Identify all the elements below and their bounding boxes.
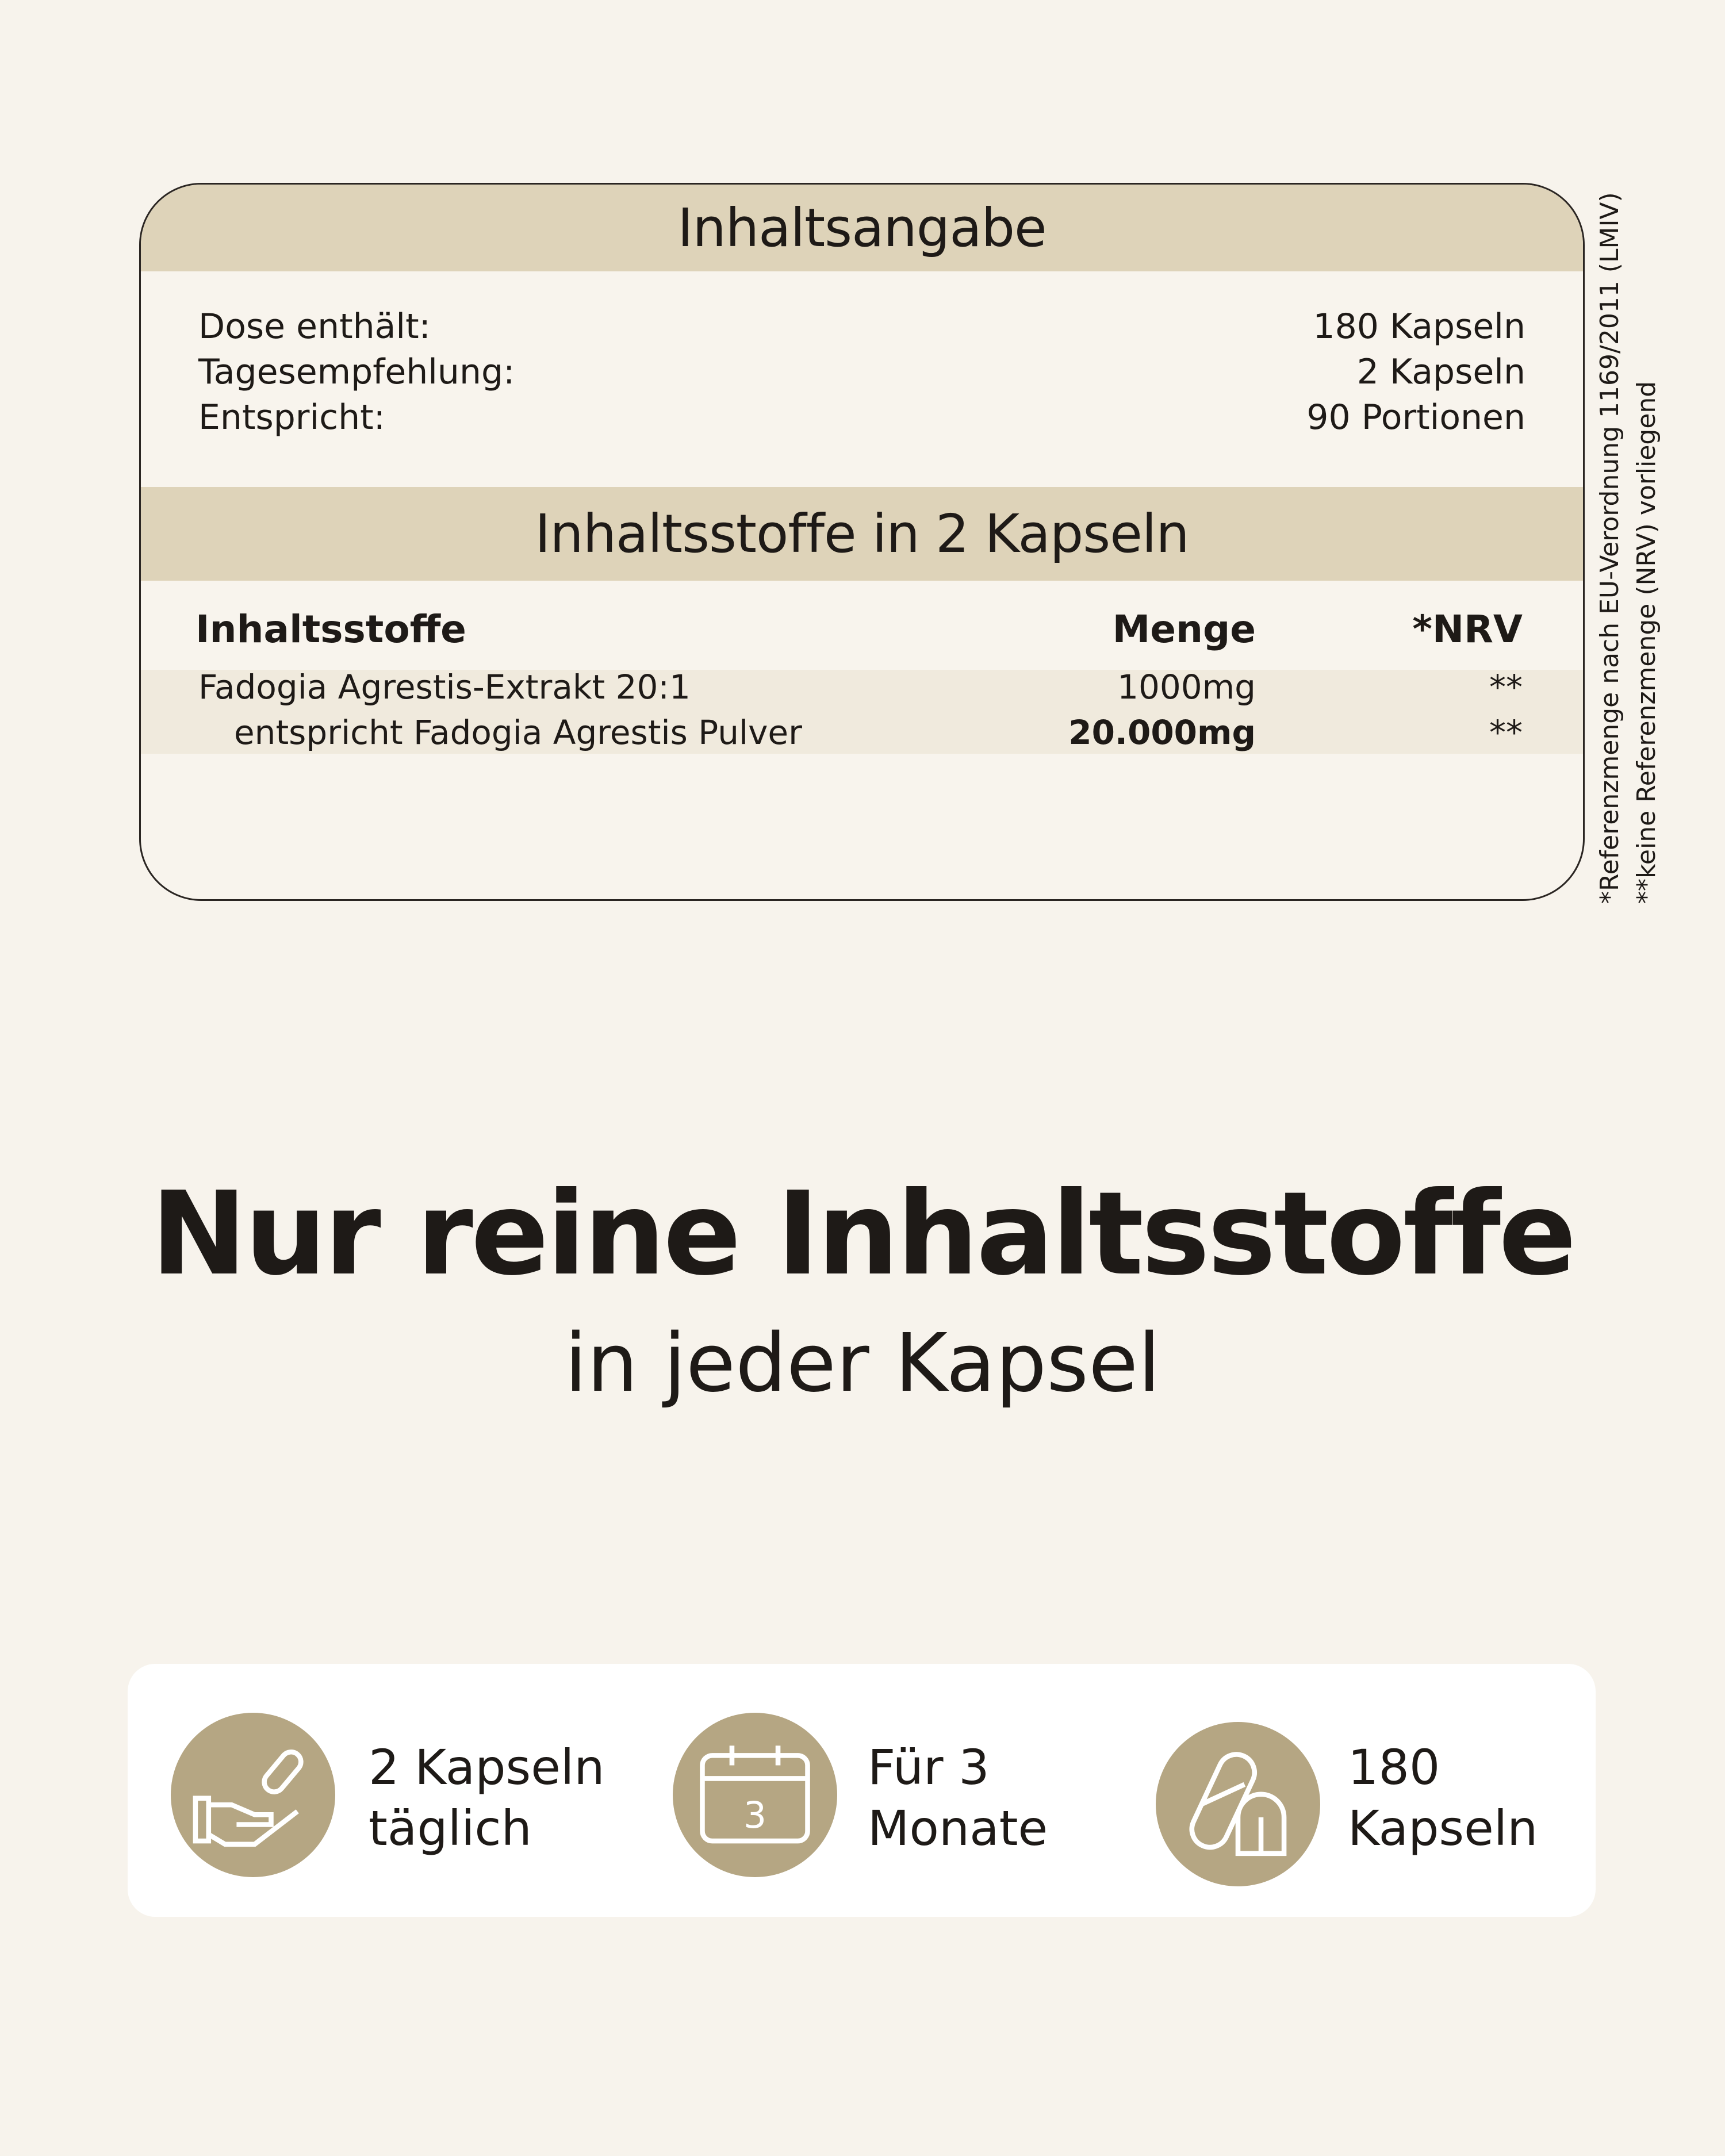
footnote-no-nrv: **keine Referenzmenge (NRV) vorliegend: [1632, 381, 1661, 904]
ingredient-name: entspricht Fadogia Agrestis Pulver: [234, 713, 802, 752]
info-row: Dose enthält: 180 Kapseln: [198, 306, 1525, 347]
row-value: 2 Kapseln: [1356, 352, 1525, 392]
hand-capsule-icon: [171, 1713, 335, 1877]
calendar-icon: 3: [673, 1713, 837, 1877]
svg-text:3: 3: [743, 1794, 766, 1836]
subheadline: in jeder Kapsel: [564, 1317, 1161, 1410]
feature-text: Für 3 Monate: [868, 1739, 1048, 1856]
ingredient-name: Fadogia Agrestis-Extrakt 20:1: [198, 667, 691, 707]
ingredient-amount: 20.000mg: [1068, 713, 1256, 752]
table-header: Inhaltsstoffe Menge *NRV: [195, 607, 1523, 653]
row-label: Entspricht:: [198, 397, 385, 438]
row-value: 180 Kapseln: [1313, 306, 1525, 347]
ingredient-amount: 1000mg: [1117, 667, 1256, 707]
info-row: Entspricht: 90 Portionen: [198, 397, 1525, 438]
features-card: 2 Kapseln täglich 3 Für 3 Monate 180 Kapsel…: [128, 1664, 1596, 1917]
headline: Nur reine Inhaltsstoffe: [151, 1167, 1577, 1301]
col-ingredient: Inhaltsstoffe: [195, 607, 466, 651]
feature-text: 180 Kapseln: [1348, 1739, 1538, 1856]
table-row: entspricht Fadogia Agrestis Pulver 20.00…: [198, 713, 1523, 759]
info-row: Tagesempfehlung: 2 Kapseln: [198, 352, 1525, 392]
row-value: 90 Portionen: [1306, 397, 1525, 438]
ingredient-nrv: **: [1489, 713, 1523, 752]
footnote-nrv: *Referenzmenge nach EU-Verordnung 1169/2…: [1595, 192, 1624, 904]
row-label: Dose enthält:: [198, 306, 431, 347]
table-row: Fadogia Agrestis-Extrakt 20:1 1000mg **: [198, 667, 1523, 713]
contents-title: Inhaltsangabe: [141, 185, 1583, 271]
feature-text: 2 Kapseln täglich: [369, 1739, 605, 1856]
ingredient-band: [141, 670, 1583, 754]
col-amount: Menge: [1112, 607, 1256, 651]
contents-card: Inhaltsangabe Dose enthält: 180 Kapseln T…: [139, 183, 1585, 901]
ingredient-nrv: **: [1489, 667, 1523, 707]
row-label: Tagesempfehlung:: [198, 352, 515, 392]
ingredients-title: Inhaltsstoffe in 2 Kapseln: [141, 487, 1583, 581]
capsules-icon: [1156, 1722, 1320, 1886]
col-nrv: *NRV: [1412, 607, 1523, 651]
